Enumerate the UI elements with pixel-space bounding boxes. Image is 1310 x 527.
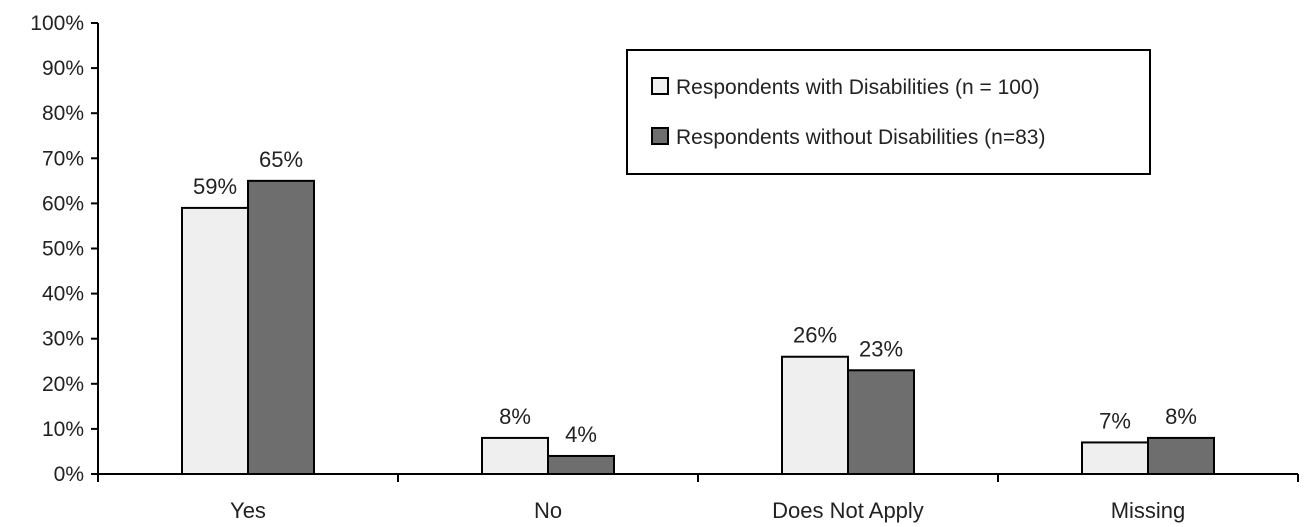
y-tick-label: 30% bbox=[42, 328, 84, 351]
bar-without-disabilities bbox=[547, 454, 615, 475]
y-tick-label: 80% bbox=[42, 102, 84, 125]
y-tick-label: 100% bbox=[30, 12, 84, 35]
y-tick-label: 60% bbox=[42, 192, 84, 215]
y-tick-label: 40% bbox=[42, 283, 84, 306]
data-label: 59% bbox=[193, 174, 237, 199]
y-tick-label: 90% bbox=[42, 57, 84, 80]
x-axis: Yes No Does Not Apply Missing bbox=[97, 473, 1299, 523]
data-label: 8% bbox=[499, 404, 531, 429]
bar-without-disabilities bbox=[847, 369, 915, 475]
x-category-label: Yes bbox=[230, 498, 266, 523]
legend-box bbox=[626, 49, 1151, 175]
bar-with-disabilities bbox=[781, 355, 849, 475]
legend-swatch-with-disabilities bbox=[651, 77, 669, 95]
data-label: 26% bbox=[793, 323, 837, 348]
y-axis: 0% 10% 20% 30% 40% 50% 60% 70% 80% 90% 100% bbox=[30, 12, 99, 486]
legend: Respondents with Disabilities (n = 100) … bbox=[626, 49, 1151, 175]
y-tick-label: 0% bbox=[54, 463, 84, 486]
y-tick-label: 10% bbox=[42, 418, 84, 441]
data-label: 23% bbox=[859, 336, 903, 361]
data-label: 4% bbox=[565, 422, 597, 447]
data-label: 7% bbox=[1099, 408, 1131, 433]
data-label: 8% bbox=[1165, 404, 1197, 429]
bar-with-disabilities bbox=[181, 206, 249, 475]
y-tick-label: 50% bbox=[42, 238, 84, 261]
legend-swatch-without-disabilities bbox=[651, 127, 669, 145]
legend-label-with-disabilities: Respondents with Disabilities (n = 100) bbox=[676, 76, 1040, 99]
legend-label-without-disabilities: Respondents without Disabilities (n=83) bbox=[676, 126, 1045, 149]
bar-with-disabilities bbox=[481, 436, 549, 476]
bar-with-disabilities bbox=[1081, 441, 1149, 475]
y-tick-label: 70% bbox=[42, 147, 84, 170]
x-category-label: Missing bbox=[1111, 498, 1186, 523]
data-labels: 59% 65% 8% 4% 26% 23% 7% 8% bbox=[193, 147, 1197, 447]
x-category-label: No bbox=[534, 498, 562, 523]
y-tick-label: 20% bbox=[42, 373, 84, 396]
bar-without-disabilities bbox=[247, 179, 315, 475]
bars bbox=[181, 179, 1215, 476]
bar-without-disabilities bbox=[1147, 436, 1215, 476]
x-category-label: Does Not Apply bbox=[772, 498, 924, 523]
data-label: 65% bbox=[259, 147, 303, 172]
